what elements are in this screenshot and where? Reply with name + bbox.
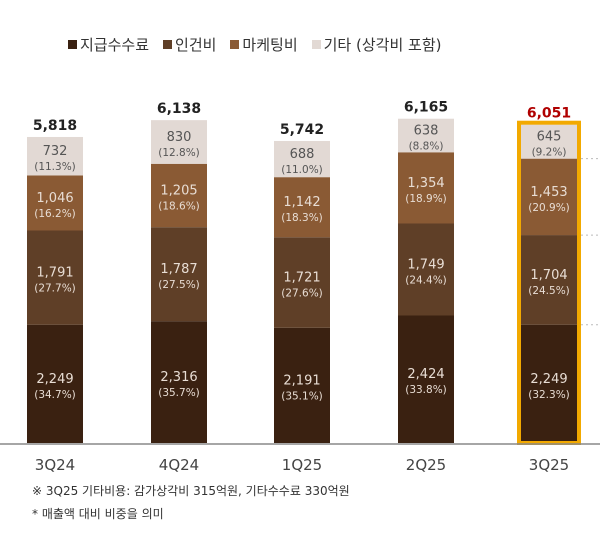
share-label: (20.9%) — [528, 202, 570, 214]
bar-segment — [521, 158, 577, 236]
bar-segment — [521, 124, 577, 159]
value-label: 2,316 — [160, 370, 197, 385]
legend-label: 기타 (상각비 포함) — [323, 36, 442, 54]
legend-item-labor: 인건비 — [163, 34, 216, 55]
legend-label: 마케팅비 — [242, 36, 298, 54]
bar-segment — [274, 237, 330, 328]
bar-segment — [27, 136, 83, 176]
total-label: 5,742 — [280, 122, 324, 138]
footnote-2: * 매출액 대비 비중을 의미 — [32, 507, 164, 521]
value-label: 830 — [167, 130, 192, 145]
bar-segment — [274, 140, 330, 178]
value-label: 1,142 — [283, 195, 320, 210]
x-tick-label: 4Q24 — [159, 456, 199, 474]
legend-swatch — [311, 40, 321, 49]
share-label: (11.0%) — [281, 164, 323, 176]
bar-segment — [151, 321, 207, 443]
share-label: (18.9%) — [405, 193, 447, 205]
x-tick-label: 3Q24 — [35, 456, 75, 474]
value-label: 732 — [43, 144, 68, 159]
share-label: (12.8%) — [158, 147, 200, 159]
share-label: (24.5%) — [528, 285, 570, 297]
share-label: (27.6%) — [281, 287, 323, 299]
share-label: (11.3%) — [34, 161, 76, 173]
value-label: 1,205 — [160, 183, 197, 198]
bar-segment — [27, 324, 83, 443]
x-tick-label: 2Q25 — [406, 456, 446, 474]
value-label: 1,787 — [160, 262, 197, 277]
x-tick-label: 1Q25 — [282, 456, 322, 474]
bar-segment — [151, 163, 207, 228]
x-tick-label: 3Q25 — [529, 456, 569, 474]
bar-segment — [398, 223, 454, 316]
share-label: (27.5%) — [158, 279, 200, 291]
bar-segment — [398, 315, 454, 443]
legend-swatch — [230, 40, 240, 49]
value-label: 688 — [290, 147, 315, 162]
share-label: (18.6%) — [158, 200, 200, 212]
bar-segment — [274, 327, 330, 443]
value-label: 1,749 — [407, 257, 444, 272]
value-label: 2,191 — [283, 373, 320, 388]
legend-label: 인건비 — [175, 36, 217, 54]
legend-item-marketing: 마케팅비 — [230, 34, 298, 55]
share-label: (9.2%) — [532, 147, 567, 159]
bar-segment — [398, 152, 454, 224]
highlight-box — [517, 120, 581, 445]
bar-segment — [521, 235, 577, 325]
legend-swatch — [163, 40, 173, 49]
share-label: (24.4%) — [405, 274, 447, 286]
share-label: (8.8%) — [409, 141, 444, 153]
legend-swatch — [68, 40, 77, 49]
total-label: 5,818 — [33, 118, 77, 134]
bar-segment — [521, 324, 577, 443]
value-label: 638 — [414, 124, 439, 139]
value-label: 1,046 — [36, 191, 73, 206]
legend-label: 지급수수료 — [80, 36, 150, 54]
bar-segment — [27, 230, 83, 325]
legend-item-other: 기타 (상각비 포함) — [311, 34, 442, 55]
share-label: (35.7%) — [158, 387, 200, 399]
bar-segment — [274, 177, 330, 238]
share-label: (35.1%) — [281, 390, 323, 402]
share-label: (18.3%) — [281, 212, 323, 224]
value-label: 2,249 — [36, 372, 73, 387]
share-label: (34.7%) — [34, 389, 76, 401]
value-label: 1,721 — [283, 270, 320, 285]
value-label: 1,453 — [530, 185, 567, 200]
share-label: (27.7%) — [34, 283, 76, 295]
share-label: (16.2%) — [34, 208, 76, 220]
bar-segment — [398, 118, 454, 153]
bar-segment — [27, 175, 83, 231]
value-label: 1,791 — [36, 266, 73, 281]
value-label: 1,354 — [407, 176, 444, 191]
total-label: 6,051 — [527, 106, 571, 122]
value-label: 2,424 — [407, 367, 444, 382]
legend: 지급수수료 인건비 마케팅비 기타 (상각비 포함) — [68, 34, 441, 55]
total-label: 6,165 — [404, 100, 448, 116]
share-label: (33.8%) — [405, 384, 447, 396]
footnote-1: ※ 3Q25 기타비용: 감가상각비 315억원, 기타수수료 330억원 — [32, 484, 350, 498]
legend-item-fees: 지급수수료 — [68, 34, 149, 55]
value-label: 2,249 — [530, 372, 567, 387]
value-label: 1,704 — [530, 268, 567, 283]
share-label: (32.3%) — [528, 389, 570, 401]
bar-segment — [151, 120, 207, 164]
bar-segment — [151, 227, 207, 322]
value-label: 645 — [537, 130, 562, 145]
total-label: 6,138 — [157, 101, 201, 117]
